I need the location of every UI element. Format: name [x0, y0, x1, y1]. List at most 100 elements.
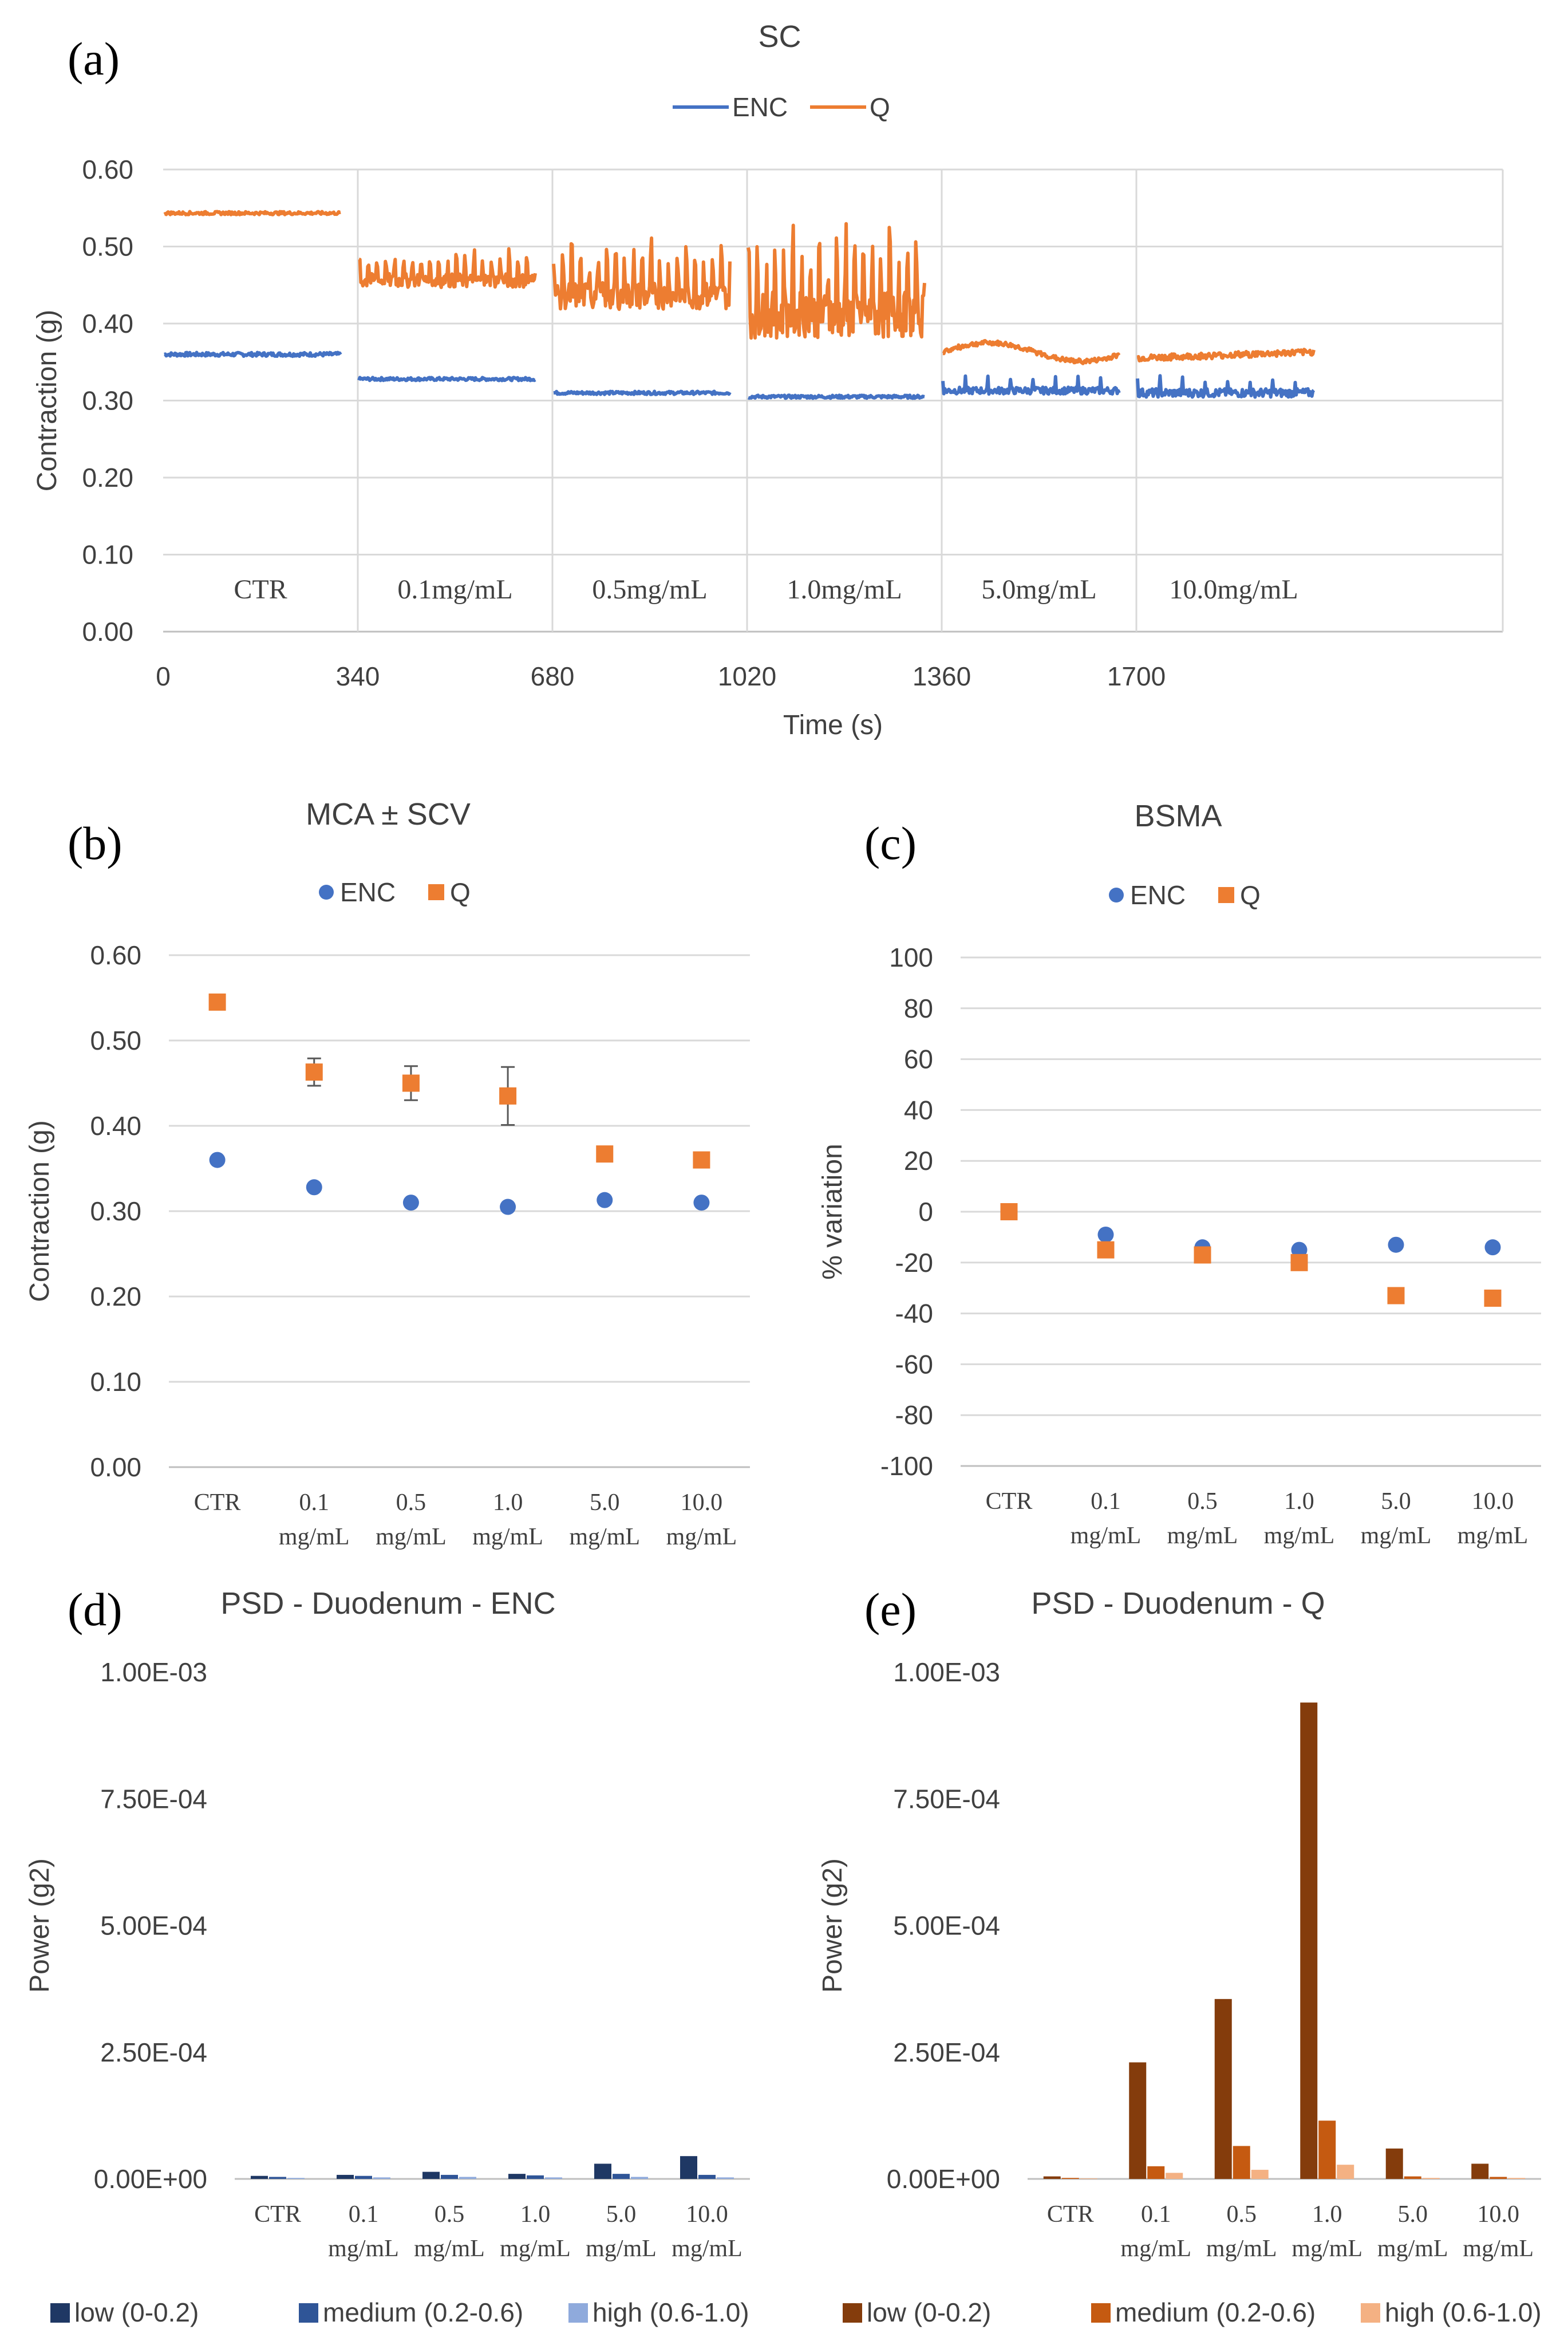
- panel-a-legend-enc-label: ENC: [732, 92, 788, 122]
- panel-e-legend-1-label: medium (0.2-0.6): [1115, 2297, 1316, 2327]
- panel-a-label: (a): [68, 33, 120, 85]
- panel-a-y-tick: 0.40: [82, 309, 133, 338]
- panel-c-point-q: [1000, 1203, 1018, 1220]
- panel-c-label: (c): [864, 817, 917, 869]
- panel-e-bar: [1147, 2166, 1165, 2179]
- panel-c-x-tick: CTR: [986, 1488, 1033, 1515]
- panel-a-y-axis-label: Contraction (g): [32, 310, 62, 491]
- panel-d-bar: [594, 2163, 611, 2179]
- panel-b-point-q: [208, 993, 226, 1011]
- panel-a-x-tick: 340: [336, 661, 380, 691]
- panel-d-bar: [269, 2177, 286, 2179]
- panel-e-bar: [1043, 2176, 1061, 2179]
- panel-c-y-tick: 40: [904, 1095, 933, 1125]
- panel-c-y-tick: -20: [895, 1248, 933, 1278]
- panel-e-legend-2-marker: [1361, 2303, 1380, 2323]
- panel-e-label: (e): [864, 1583, 917, 1635]
- panel-e-bar: [1129, 2062, 1147, 2179]
- panel-a-trace-enc: [941, 374, 1121, 396]
- panel-d-bar: [545, 2177, 562, 2179]
- panel-a-legend-q-label: Q: [870, 92, 890, 122]
- panel-e-x-tick-unit: mg/mL: [1377, 2236, 1448, 2262]
- panel-c-x-tick-unit: mg/mL: [1458, 1523, 1528, 1549]
- panel-e-y-tick: 7.50E-04: [893, 1784, 1000, 1814]
- panel-a-trace-enc: [552, 389, 732, 396]
- panel-d-title: PSD - Duodenum - ENC: [220, 1586, 555, 1621]
- panel-d-y-tick: 7.50E-04: [100, 1784, 207, 1814]
- panel-e-bar: [1061, 2178, 1079, 2179]
- panel-d-y-tick: 5.00E-04: [100, 1911, 207, 1941]
- panel-d-x-tick: 5.0: [606, 2201, 637, 2228]
- panel-e-bar: [1300, 1702, 1318, 2179]
- panel-e-bar: [1422, 2178, 1440, 2179]
- panel-a-trace-q: [552, 236, 732, 312]
- panel-c-y-tick: -80: [895, 1400, 933, 1430]
- panel-e-bar: [1318, 2121, 1336, 2179]
- panel-e-legend-0-label: low (0-0.2): [867, 2297, 991, 2327]
- panel-e-y-tick: 5.00E-04: [893, 1911, 1000, 1941]
- panel-a-segment-label: 10.0mg/mL: [1169, 574, 1298, 605]
- panel-e-x-tick: 10.0: [1478, 2201, 1520, 2228]
- panel-b-x-tick-unit: mg/mL: [376, 1524, 447, 1550]
- panel-b-y-tick: 0.00: [90, 1452, 141, 1482]
- panel-a-trace-q: [1136, 348, 1316, 362]
- panel-d-bar: [717, 2177, 734, 2179]
- panel-e-bar: [1166, 2173, 1183, 2179]
- panel-b-x-tick: 10.0: [681, 1489, 723, 1516]
- panel-e-bar: [1385, 2148, 1403, 2179]
- panel-c-x-tick: 10.0: [1472, 1488, 1514, 1515]
- panel-e-bar: [1337, 2165, 1354, 2179]
- panel-b-y-tick: 0.10: [90, 1367, 141, 1397]
- panel-e-bar: [1233, 2146, 1250, 2179]
- panel-c-point-enc: [1291, 1241, 1308, 1258]
- panel-c-legend-enc-label: ENC: [1130, 880, 1186, 910]
- panel-d-x-tick: 1.0: [520, 2201, 551, 2228]
- panel-c-x-tick: 0.1: [1091, 1488, 1121, 1515]
- panel-c-point-q: [1194, 1246, 1211, 1264]
- panel-d-x-tick: 10.0: [686, 2201, 728, 2228]
- panel-d-x-tick-unit: mg/mL: [586, 2236, 657, 2262]
- panel-e-title: PSD - Duodenum - Q: [1031, 1586, 1325, 1621]
- panel-d-legend-0-label: low (0-0.2): [74, 2297, 199, 2327]
- panel-c-x-tick-unit: mg/mL: [1361, 1523, 1432, 1549]
- panel-d-bar: [287, 2178, 305, 2179]
- panel-e-x-tick: 0.5: [1227, 2201, 1257, 2228]
- panel-c-point-q: [1387, 1287, 1405, 1304]
- panel-d-x-tick: CTR: [254, 2201, 301, 2228]
- panel-b-legend-enc-label: ENC: [340, 877, 396, 907]
- panel-e-x-tick: 0.1: [1141, 2201, 1171, 2228]
- panel-d-label: (d): [68, 1583, 123, 1635]
- panel-c-y-tick: 100: [889, 943, 933, 972]
- panel-e-y-tick: 2.50E-04: [893, 2037, 1000, 2067]
- panel-a-segment-label: 0.1mg/mL: [397, 574, 512, 605]
- panel-a-x-tick: 0: [156, 661, 171, 691]
- panel-a-trace-q: [942, 338, 1121, 365]
- panel-b-x-tick: 0.1: [299, 1489, 330, 1516]
- panel-b-point-enc: [306, 1179, 322, 1196]
- panel-d-y-tick: 1.00E-03: [100, 1657, 207, 1687]
- panel-a-title: SC: [758, 19, 801, 54]
- panel-e-y-tick: 0.00E+00: [887, 2164, 1000, 2194]
- panel-c-legend-enc-marker: [1109, 888, 1124, 902]
- panel-c-y-tick: 0: [918, 1197, 933, 1227]
- panel-d-legend-1-label: medium (0.2-0.6): [323, 2297, 523, 2327]
- panel-b-y-tick: 0.50: [90, 1026, 141, 1055]
- panel-c-x-tick: 1.0: [1284, 1488, 1314, 1515]
- panel-e-x-tick-unit: mg/mL: [1120, 2236, 1191, 2262]
- panel-a-trace-enc: [357, 376, 536, 383]
- panel-d-x-tick-unit: mg/mL: [328, 2236, 399, 2262]
- panel-b-label: (b): [68, 817, 123, 869]
- panel-c-point-q: [1290, 1254, 1308, 1271]
- panel-b-x-tick: 1.0: [493, 1489, 523, 1516]
- panel-d-bar: [613, 2174, 630, 2179]
- panel-a-trace-q: [163, 210, 342, 216]
- panel-b-point-enc: [209, 1152, 226, 1168]
- panel-c-y-tick: -40: [895, 1299, 933, 1329]
- panel-e-y-tick: 1.00E-03: [893, 1657, 1000, 1687]
- panel-b-point-q: [596, 1145, 614, 1163]
- panel-d-bar: [631, 2177, 648, 2179]
- panel-e-bar: [1471, 2163, 1489, 2179]
- panel-d-y-tick: 0.00E+00: [94, 2164, 207, 2194]
- panel-a-x-tick: 1700: [1107, 661, 1166, 691]
- panel-b-point-enc: [402, 1195, 419, 1211]
